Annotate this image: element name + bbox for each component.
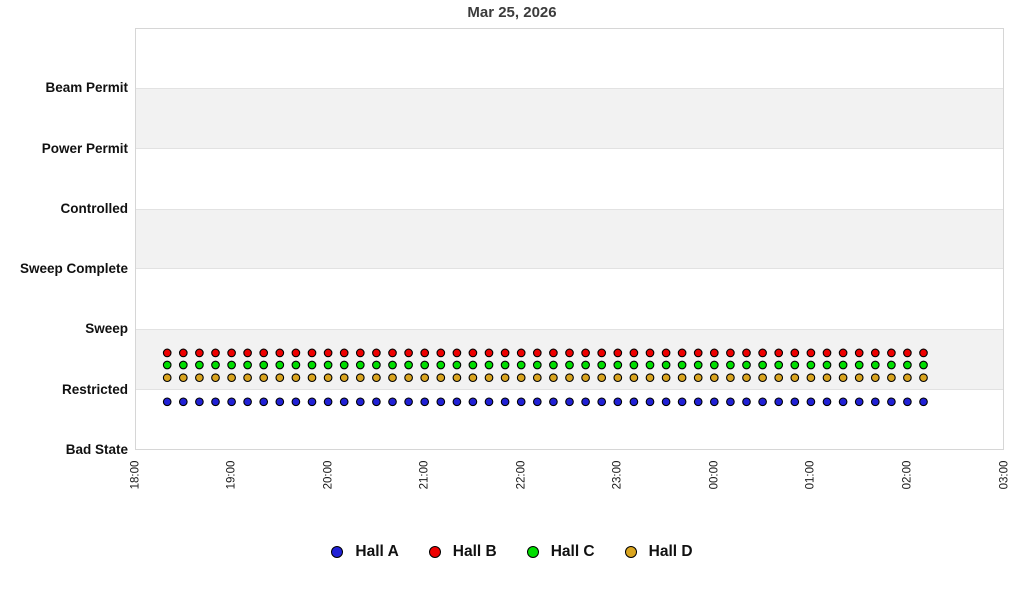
legend-label: Hall B <box>452 543 497 560</box>
legend-label: Hall D <box>648 543 693 560</box>
x-axis-tick-label: 00:00 <box>708 460 721 490</box>
plot-band <box>136 88 1003 149</box>
legend-marker-icon <box>331 546 344 558</box>
x-axis-tick-label: 22:00 <box>515 460 528 490</box>
legend-item: Hall C <box>526 543 595 561</box>
x-axis-tick-label: 21:00 <box>418 460 431 490</box>
x-axis-tick-label: 20:00 <box>322 460 335 490</box>
legend: Hall A Hall B Hall C Hall D <box>0 543 1024 561</box>
x-axis-tick-label: 03:00 <box>998 460 1010 490</box>
chart-title: Mar 25, 2026 <box>467 4 557 21</box>
legend-marker-icon <box>526 546 539 558</box>
y-axis-label: Beam Permit <box>45 80 128 96</box>
x-axis-tick-label: 02:00 <box>901 460 914 490</box>
y-axis-label: Restricted <box>61 381 128 397</box>
x-axis-tick-label: 23:00 <box>611 460 624 490</box>
x-axis-tick-label: 01:00 <box>804 460 817 490</box>
x-axis-tick-label: 19:00 <box>225 460 238 490</box>
legend-marker-icon <box>624 546 637 558</box>
x-axis-tick-label: 18:00 <box>129 460 141 490</box>
y-axis-label: Sweep <box>85 321 128 337</box>
legend-label: Hall C <box>550 543 595 560</box>
y-axis-label: Sweep Complete <box>19 261 128 277</box>
legend-marker-icon <box>428 546 441 558</box>
legend-item: Hall B <box>428 543 497 561</box>
plot-area <box>135 28 1004 450</box>
legend-item: Hall D <box>624 543 693 561</box>
legend-label: Hall A <box>355 543 399 560</box>
y-axis-label: Controlled <box>60 200 129 216</box>
y-axis-label: Power Permit <box>41 140 128 156</box>
legend-item: Hall A <box>331 543 399 561</box>
plot-band <box>136 329 1003 390</box>
y-axis-label: Bad State <box>65 442 128 457</box>
plot-band <box>136 208 1003 270</box>
